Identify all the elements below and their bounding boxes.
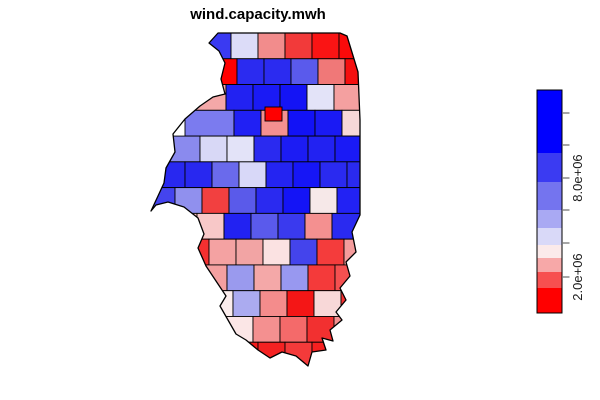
county-region bbox=[290, 58, 319, 85]
county-region bbox=[233, 109, 262, 137]
county-region bbox=[174, 187, 203, 214]
colorbar-tick-label: 2.0e+06 bbox=[570, 253, 585, 300]
county-region bbox=[176, 84, 227, 111]
county-region bbox=[262, 238, 291, 266]
illinois-state-outline bbox=[150, 32, 361, 367]
county-region bbox=[208, 238, 237, 266]
county-region bbox=[211, 161, 240, 189]
county-region bbox=[181, 33, 232, 60]
colorbar-tick-label: 8.0e+06 bbox=[570, 154, 585, 201]
county-region bbox=[311, 341, 360, 366]
county-region bbox=[279, 84, 308, 111]
colorbar-legend: 8.0e+06 2.0e+06 bbox=[536, 89, 585, 314]
county-region bbox=[286, 290, 315, 317]
county-region bbox=[230, 33, 259, 60]
county-region bbox=[289, 238, 318, 266]
county-layer bbox=[151, 33, 360, 366]
county-region bbox=[228, 187, 257, 214]
county-region bbox=[331, 212, 360, 240]
county-region bbox=[253, 264, 282, 292]
county-region bbox=[257, 33, 286, 60]
county-region bbox=[334, 264, 360, 292]
county-region bbox=[184, 109, 235, 137]
colorbar-segment bbox=[537, 272, 562, 288]
county-region bbox=[284, 33, 313, 60]
county-region bbox=[169, 212, 198, 240]
county-region bbox=[225, 316, 254, 343]
county-region bbox=[257, 341, 286, 366]
colorbar-segment bbox=[537, 245, 562, 258]
county-region bbox=[340, 290, 360, 317]
colorbar-segment bbox=[537, 288, 562, 313]
county-region bbox=[223, 212, 252, 240]
county-region bbox=[151, 212, 171, 240]
county-region bbox=[184, 161, 213, 189]
county-region bbox=[238, 161, 267, 189]
county-region bbox=[287, 109, 316, 137]
county-region bbox=[263, 58, 292, 85]
county-region bbox=[255, 187, 284, 214]
colorbar-segment bbox=[537, 210, 562, 228]
county-region bbox=[232, 290, 261, 317]
county-region bbox=[151, 135, 201, 163]
county-region bbox=[236, 58, 265, 85]
county-region bbox=[151, 264, 201, 292]
county-region bbox=[304, 212, 333, 240]
colorbar-segment bbox=[537, 153, 562, 182]
county-region bbox=[250, 212, 279, 240]
county-region bbox=[317, 58, 346, 85]
county-region bbox=[259, 290, 288, 317]
county-region bbox=[252, 316, 281, 343]
county-region bbox=[225, 84, 254, 111]
county-region bbox=[314, 109, 343, 137]
county-region bbox=[341, 109, 360, 137]
county-region bbox=[292, 161, 321, 189]
county-region bbox=[306, 84, 335, 111]
county-region bbox=[311, 33, 340, 60]
county-region bbox=[208, 341, 259, 366]
county-region bbox=[159, 238, 210, 266]
county-region bbox=[346, 161, 360, 189]
county-region bbox=[280, 264, 309, 292]
colorbar-frame bbox=[536, 89, 563, 314]
county-region bbox=[307, 135, 336, 163]
county-region bbox=[277, 212, 306, 240]
county-region bbox=[338, 33, 360, 60]
county-region-small bbox=[264, 106, 283, 122]
county-region bbox=[201, 187, 230, 214]
county-region bbox=[187, 58, 238, 85]
county-region bbox=[226, 264, 255, 292]
county-region bbox=[199, 135, 228, 163]
county-region bbox=[226, 135, 255, 163]
county-region bbox=[235, 238, 264, 266]
county-region bbox=[344, 58, 360, 85]
county-region bbox=[176, 316, 227, 343]
county-region bbox=[343, 238, 360, 266]
colorbar-segment bbox=[537, 258, 562, 272]
county-region bbox=[265, 161, 294, 189]
county-region bbox=[151, 161, 186, 189]
county-region bbox=[253, 135, 282, 163]
county-region bbox=[279, 316, 308, 343]
colorbar-segment bbox=[537, 228, 562, 245]
county-region bbox=[252, 84, 281, 111]
county-region bbox=[307, 264, 336, 292]
county-region bbox=[319, 161, 348, 189]
county-region bbox=[280, 135, 309, 163]
county-region bbox=[336, 187, 360, 214]
county-region bbox=[282, 187, 311, 214]
colorbar-segment bbox=[537, 182, 562, 210]
chart-title: wind.capacity.mwh bbox=[190, 6, 326, 23]
colorbar-segment bbox=[537, 90, 562, 153]
county-region bbox=[316, 238, 345, 266]
county-region bbox=[151, 187, 176, 214]
county-region bbox=[309, 187, 338, 214]
